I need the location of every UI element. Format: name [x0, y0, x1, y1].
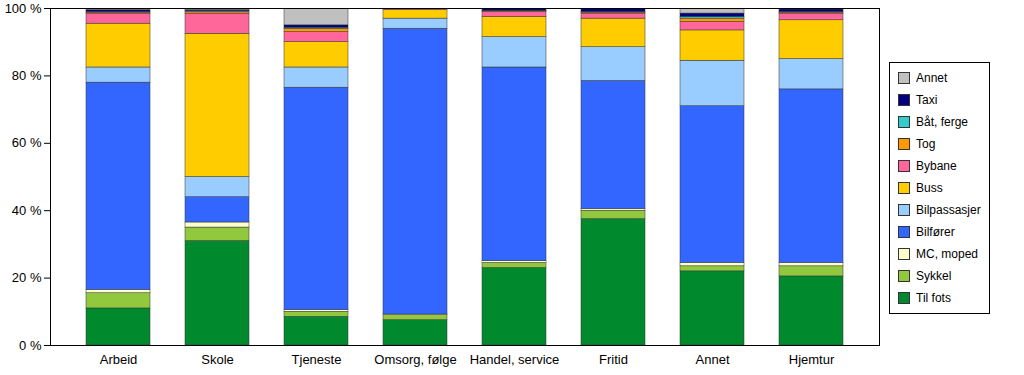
svg-text:Omsorg, følge: Omsorg, følge — [374, 352, 456, 367]
svg-text:Tjeneste: Tjeneste — [292, 352, 342, 367]
html-text:Taxi: Taxi — [916, 92, 938, 107]
svg-text:100 %: 100 % — [5, 1, 42, 16]
html-text:Sykkel: Sykkel — [916, 268, 952, 283]
svg-text:60 %: 60 % — [12, 135, 42, 150]
svg-text:Arbeid: Arbeid — [100, 352, 138, 367]
svg-text:Hjemtur: Hjemtur — [789, 352, 835, 367]
svg-text:Skole: Skole — [201, 352, 234, 367]
svg-text:80 %: 80 % — [12, 68, 42, 83]
svg-text:Handel, service: Handel, service — [470, 352, 560, 367]
html-text:Til fots: Til fots — [916, 290, 951, 305]
html-text:Tog: Tog — [916, 136, 936, 151]
html-text:Bybane: Bybane — [916, 158, 957, 173]
html-text:Båt, ferge: Båt, ferge — [916, 114, 968, 129]
html-text:Annet: Annet — [916, 70, 948, 85]
html-text:Bilpassasjer: Bilpassasjer — [916, 202, 981, 217]
svg-text:20 %: 20 % — [12, 270, 42, 285]
svg-text:Annet: Annet — [696, 352, 730, 367]
svg-text:40 %: 40 % — [12, 203, 42, 218]
html-text:Buss: Buss — [916, 180, 943, 195]
html-text:MC, moped: MC, moped — [916, 246, 978, 261]
html-text:Bilfører: Bilfører — [916, 224, 955, 239]
svg-text:Fritid: Fritid — [599, 352, 628, 367]
svg-text:0 %: 0 % — [19, 338, 42, 353]
